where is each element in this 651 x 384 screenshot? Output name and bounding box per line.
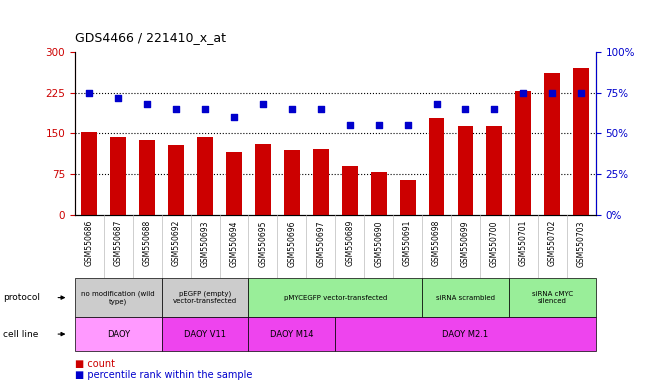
Text: GSM550694: GSM550694 [230, 220, 238, 266]
Bar [516, 91, 531, 215]
Text: cell line: cell line [3, 329, 38, 339]
Text: GSM550690: GSM550690 [374, 220, 383, 266]
Bar [342, 166, 357, 215]
Text: siRNA scrambled: siRNA scrambled [436, 295, 495, 301]
Point [518, 89, 529, 96]
Bar [313, 149, 329, 215]
Bar [428, 118, 445, 215]
Text: GSM550698: GSM550698 [432, 220, 441, 266]
Point [229, 114, 239, 120]
Text: protocol: protocol [3, 293, 40, 302]
Point [142, 101, 152, 107]
Text: DAOY: DAOY [107, 329, 130, 339]
Bar [458, 126, 473, 215]
Text: DAOY M2.1: DAOY M2.1 [443, 329, 488, 339]
Text: GSM550688: GSM550688 [143, 220, 152, 266]
Text: GSM550692: GSM550692 [172, 220, 180, 266]
Point [344, 122, 355, 128]
Text: GSM550699: GSM550699 [461, 220, 470, 266]
Text: GSM550687: GSM550687 [114, 220, 123, 266]
Bar [168, 146, 184, 215]
Bar [370, 172, 387, 215]
Text: pMYCEGFP vector-transfected: pMYCEGFP vector-transfected [284, 295, 387, 301]
Point [576, 89, 587, 96]
Text: GSM550686: GSM550686 [85, 220, 94, 266]
Bar [110, 137, 126, 215]
Bar [81, 132, 97, 215]
Point [113, 94, 124, 101]
Point [460, 106, 471, 112]
Text: GSM550700: GSM550700 [490, 220, 499, 266]
Point [432, 101, 442, 107]
Text: DAOY V11: DAOY V11 [184, 329, 226, 339]
Bar [574, 68, 589, 215]
Text: siRNA cMYC
silenced: siRNA cMYC silenced [532, 291, 573, 304]
Bar [284, 150, 300, 215]
Bar [226, 152, 242, 215]
Text: pEGFP (empty)
vector-transfected: pEGFP (empty) vector-transfected [173, 291, 237, 305]
Bar [139, 140, 155, 215]
Point [489, 106, 499, 112]
Bar [255, 144, 271, 215]
Text: ■ count: ■ count [75, 359, 115, 369]
Text: GSM550701: GSM550701 [519, 220, 528, 266]
Text: GSM550703: GSM550703 [577, 220, 586, 266]
Point [374, 122, 384, 128]
Point [402, 122, 413, 128]
Bar [486, 126, 503, 215]
Point [286, 106, 297, 112]
Text: no modification (wild
type): no modification (wild type) [81, 291, 155, 305]
Text: GSM550696: GSM550696 [287, 220, 296, 266]
Text: GSM550689: GSM550689 [345, 220, 354, 266]
Point [258, 101, 268, 107]
Point [171, 106, 182, 112]
Text: GSM550697: GSM550697 [316, 220, 326, 266]
Text: GSM550702: GSM550702 [547, 220, 557, 266]
Text: GSM550695: GSM550695 [258, 220, 268, 266]
Text: GSM550693: GSM550693 [201, 220, 210, 266]
Point [200, 106, 210, 112]
Point [316, 106, 326, 112]
Text: GDS4466 / 221410_x_at: GDS4466 / 221410_x_at [75, 31, 226, 44]
Point [547, 89, 557, 96]
Bar [544, 73, 561, 215]
Bar [400, 180, 415, 215]
Point [84, 89, 94, 96]
Text: DAOY M14: DAOY M14 [270, 329, 314, 339]
Text: GSM550691: GSM550691 [403, 220, 412, 266]
Text: ■ percentile rank within the sample: ■ percentile rank within the sample [75, 370, 252, 380]
Bar [197, 137, 213, 215]
